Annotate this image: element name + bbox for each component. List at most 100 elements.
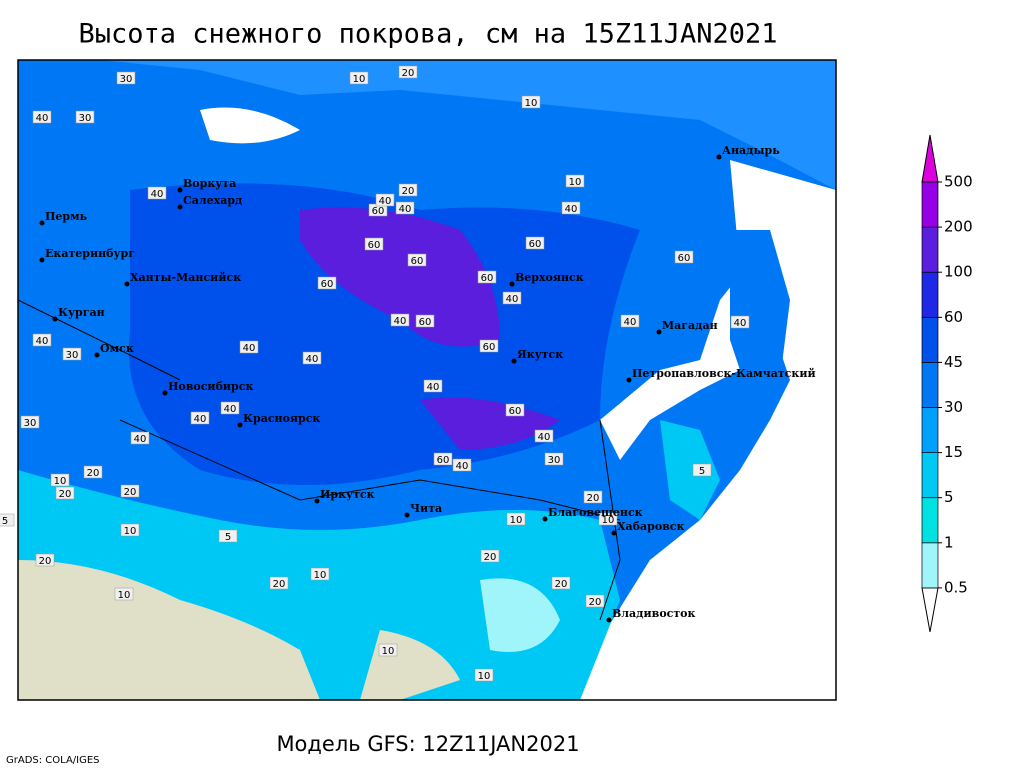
contour-label: 20	[35, 553, 55, 567]
contour-label-box	[479, 339, 499, 353]
kamchatka	[730, 230, 790, 400]
contour-label-text: 10	[54, 476, 67, 487]
contour-label-text: 10	[602, 515, 615, 526]
contour-label-text: 60	[483, 342, 496, 353]
contour-label-text: 20	[402, 186, 415, 197]
contour-label: 20	[551, 576, 571, 590]
contour-label-text: 30	[79, 113, 92, 124]
city-dot	[611, 530, 617, 536]
contour-label: 30	[75, 110, 95, 124]
contour-label-text: 30	[548, 455, 561, 466]
contour-label-box	[480, 549, 500, 563]
contour-label-text: 40	[36, 336, 49, 347]
city-dot	[237, 422, 243, 428]
contour-label-box	[551, 576, 571, 590]
city-label: Владивосток	[612, 607, 696, 620]
contour-label-box	[317, 276, 337, 290]
contour-label-box	[20, 415, 40, 429]
contour-label-box	[506, 512, 526, 526]
contour-label: 60	[317, 276, 337, 290]
contour-label-box	[147, 186, 167, 200]
contour-label-text: 40	[379, 196, 392, 207]
contour-label-text: 60	[481, 273, 494, 284]
city-label: Иркутск	[320, 488, 375, 501]
contour-label-box	[302, 351, 322, 365]
city-dot	[124, 281, 130, 287]
contour-label-text: 60	[678, 253, 691, 264]
city-dot	[656, 329, 662, 335]
colorbar-tick-label: 1	[944, 533, 954, 551]
contour-label-text: 40	[134, 434, 147, 445]
contour-label-box	[525, 236, 545, 250]
contour-label-box	[190, 411, 210, 425]
city-label: Петропавловск-Камчатский	[632, 367, 816, 380]
contour-label-box	[521, 95, 541, 109]
city-label: Пермь	[45, 210, 88, 223]
city-label: Ханты-Мансийск	[130, 271, 241, 284]
contour-label: 5	[218, 529, 238, 543]
contour-label: 40	[561, 201, 581, 215]
contour-label: 5	[0, 513, 15, 527]
credit: GrADS: COLA/IGES	[6, 755, 100, 766]
contour-label: 10	[349, 71, 369, 85]
contour-label-text: 40	[506, 294, 519, 305]
contour-label-text: 10	[118, 590, 131, 601]
contour-label-box	[269, 576, 289, 590]
contour-label-text: 40	[224, 404, 237, 415]
colorbar-tick-label: 200	[944, 218, 973, 236]
contour-label-text: 20	[589, 597, 602, 608]
contour-label: 30	[116, 71, 136, 85]
contour-label-box	[474, 668, 494, 682]
city-dot	[542, 516, 548, 522]
contour-label-box	[398, 65, 418, 79]
contour-label-text: 60	[411, 256, 424, 267]
contour-label-box	[0, 513, 15, 527]
contour-label-box	[620, 314, 640, 328]
contour-label-box	[239, 340, 259, 354]
contour-label: 40	[534, 429, 554, 443]
colorbar-band	[921, 542, 939, 589]
contour-label: 40	[220, 401, 240, 415]
city-label: Салехард	[183, 194, 242, 207]
contour-label-box	[35, 553, 55, 567]
contour-label-box	[730, 315, 750, 329]
contour-label-text: 10	[124, 526, 137, 537]
contour-label-text: 5	[2, 516, 8, 527]
contour-label-text: 5	[699, 466, 705, 477]
contour-label: 40	[130, 431, 150, 445]
city-dot	[606, 617, 612, 623]
contour-label-box	[505, 403, 525, 417]
contour-label: 60	[674, 250, 694, 264]
contour-label-box	[120, 484, 140, 498]
contour-label-box	[349, 71, 369, 85]
contour-label-box	[407, 253, 427, 267]
city-label: Хабаровск	[617, 520, 684, 533]
city-dot	[177, 187, 183, 193]
contour-label-box	[433, 452, 453, 466]
contour-label: 20	[83, 465, 103, 479]
city-dot	[52, 316, 58, 322]
contour-label: 60	[479, 339, 499, 353]
contour-label-box	[415, 314, 435, 328]
colorbar-over	[921, 134, 939, 183]
contour-label: 10	[598, 512, 618, 526]
colorbar-tick-label: 0.5	[944, 578, 968, 596]
city-dot	[404, 512, 410, 518]
contour-label-text: 10	[314, 570, 327, 581]
contour-label-text: 20	[87, 468, 100, 479]
contour-label: 40	[32, 110, 52, 124]
contour-label-box	[32, 333, 52, 347]
contour-label-box	[114, 587, 134, 601]
contour-label-text: 5	[225, 532, 231, 543]
colorbar-tick-label: 60	[944, 308, 963, 326]
contour-label: 20	[55, 486, 75, 500]
contour-label-box	[310, 567, 330, 581]
city-dot	[716, 154, 722, 160]
contour-label-text: 60	[368, 240, 381, 251]
contour-label-box	[585, 594, 605, 608]
contour-label-box	[398, 183, 418, 197]
contour-label-box	[534, 429, 554, 443]
